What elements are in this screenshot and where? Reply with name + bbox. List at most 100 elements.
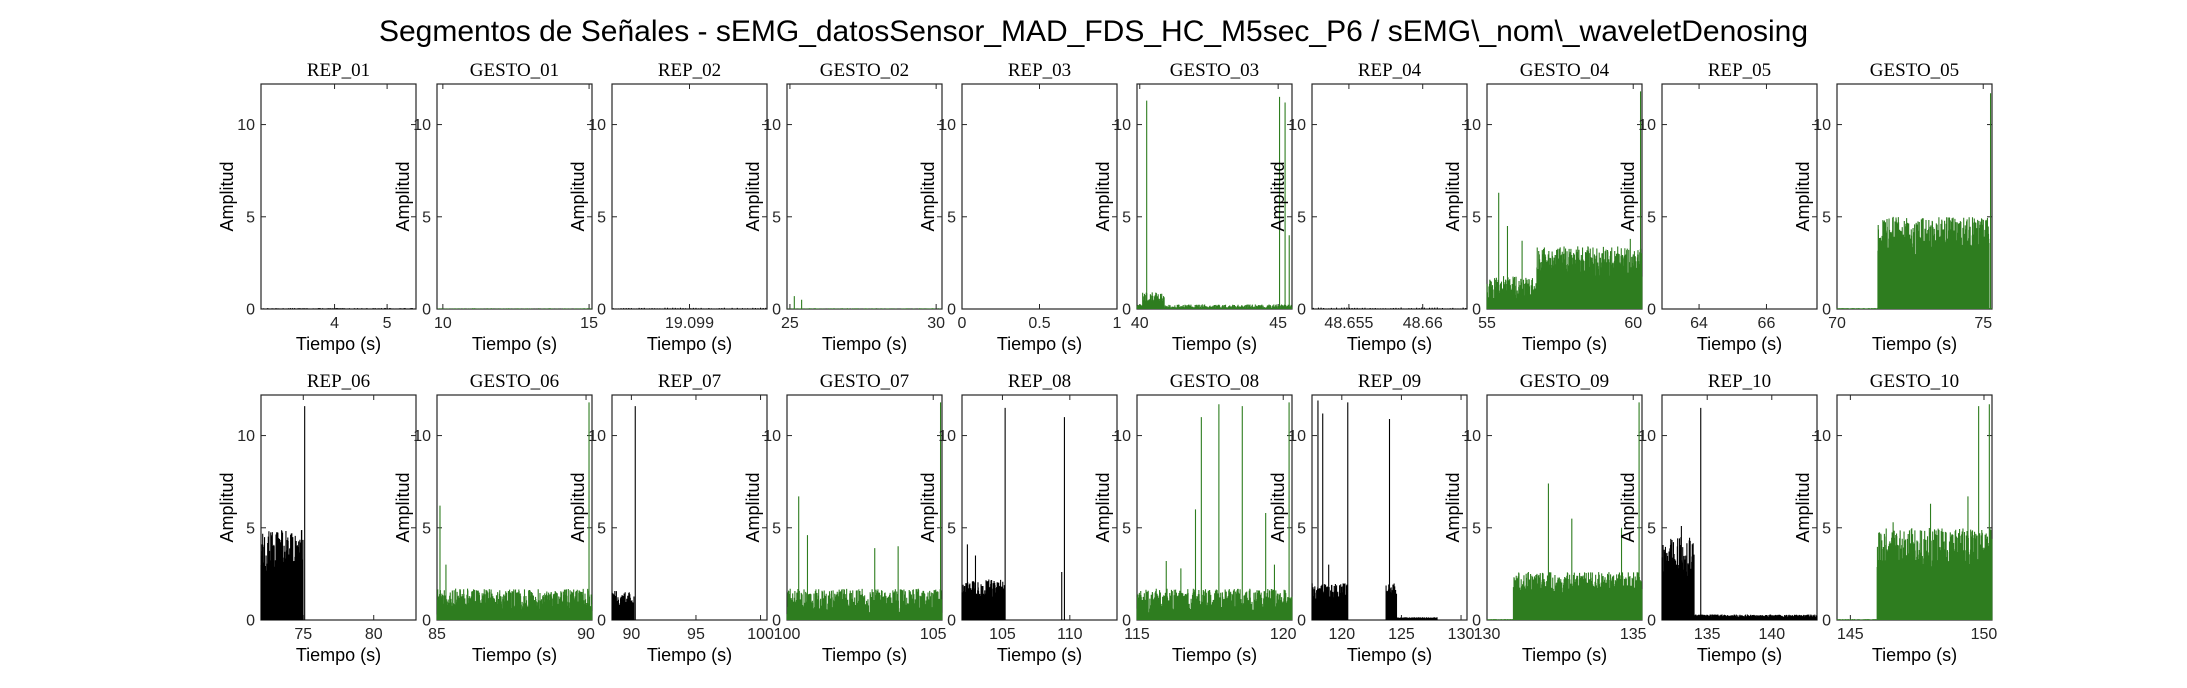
x-tick-label: 30 bbox=[927, 315, 945, 332]
x-axis-label: Tiempo (s) bbox=[296, 645, 381, 665]
x-tick-label: 75 bbox=[1974, 315, 1992, 332]
subplot-title: REP_02 bbox=[658, 60, 721, 81]
x-tick-label: 25 bbox=[781, 315, 799, 332]
x-tick-label: 10 bbox=[434, 315, 452, 332]
y-axis-label: Amplitud bbox=[918, 161, 938, 231]
x-tick-label: 120 bbox=[1270, 626, 1297, 643]
x-tick-label: 145 bbox=[1837, 626, 1864, 643]
x-tick-label: 125 bbox=[1388, 626, 1415, 643]
y-axis-label: Amplitud bbox=[1268, 472, 1288, 542]
subplot-gesto-09: GESTO_09 0 5 10 130 135 Tiempo (s) Amplitud bbox=[1443, 371, 1647, 665]
y-tick-label: 0 bbox=[246, 613, 255, 630]
signal-trace bbox=[436, 308, 593, 309]
y-tick-label: 5 bbox=[1822, 209, 1831, 226]
y-tick-label: 10 bbox=[1813, 428, 1831, 445]
subplot-title: REP_05 bbox=[1708, 60, 1771, 81]
y-tick-label: 10 bbox=[1463, 117, 1481, 134]
axes-box bbox=[961, 83, 1118, 310]
y-tick-label: 5 bbox=[1647, 209, 1656, 226]
axes-box bbox=[611, 394, 768, 621]
subplot-rep-10: REP_10 0 5 10 135 140 Tiempo (s) Amplitud bbox=[1618, 371, 1818, 665]
y-tick-label: 10 bbox=[938, 428, 956, 445]
y-tick-label: 0 bbox=[1472, 613, 1481, 630]
subplot-title: GESTO_06 bbox=[470, 371, 559, 392]
subplot-title: REP_10 bbox=[1708, 371, 1771, 392]
y-tick-label: 5 bbox=[422, 209, 431, 226]
x-axis-label: Tiempo (s) bbox=[1522, 334, 1607, 354]
y-tick-label: 0 bbox=[947, 302, 956, 319]
y-axis-label: Amplitud bbox=[1268, 161, 1288, 231]
y-tick-label: 10 bbox=[588, 117, 606, 134]
subplot-title: REP_06 bbox=[307, 371, 370, 392]
axes-box bbox=[436, 394, 593, 621]
subplot-gesto-10: GESTO_10 0 5 10 145 150 Tiempo (s) Amplitud bbox=[1793, 371, 1997, 665]
subplot-gesto-07: GESTO_07 0 5 10 100 105 Tiempo (s) Amplitud bbox=[743, 371, 947, 665]
x-tick-label: 135 bbox=[1620, 626, 1647, 643]
x-tick-label: 0 bbox=[958, 315, 967, 332]
y-axis-label: Amplitud bbox=[393, 161, 413, 231]
y-tick-label: 5 bbox=[597, 520, 606, 537]
y-tick-label: 5 bbox=[1822, 520, 1831, 537]
y-axis-label: Amplitud bbox=[1618, 161, 1638, 231]
subplot-gesto-01: GESTO_01 0 5 10 10 15 Tiempo (s) Amplitud bbox=[393, 60, 598, 354]
subplot-title: REP_01 bbox=[307, 60, 370, 81]
y-tick-label: 10 bbox=[413, 117, 431, 134]
x-axis-label: Tiempo (s) bbox=[472, 645, 557, 665]
figure-title: Segmentos de Señales - sEMG_datosSensor_… bbox=[379, 15, 1808, 48]
x-tick-label: 100 bbox=[774, 626, 801, 643]
x-tick-label: 75 bbox=[294, 626, 312, 643]
x-axis-label: Tiempo (s) bbox=[472, 334, 557, 354]
x-axis-label: Tiempo (s) bbox=[1172, 334, 1257, 354]
subplot-title: GESTO_02 bbox=[820, 60, 909, 81]
y-axis-label: Amplitud bbox=[393, 472, 413, 542]
axes-box bbox=[1311, 83, 1468, 310]
y-tick-label: 0 bbox=[597, 613, 606, 630]
subplot-title: REP_04 bbox=[1358, 60, 1422, 81]
y-tick-label: 5 bbox=[1472, 520, 1481, 537]
signal-trace bbox=[786, 296, 943, 309]
x-tick-label: 45 bbox=[1269, 315, 1287, 332]
subplot-rep-05: REP_05 0 5 10 64 66 Tiempo (s) Amplitud bbox=[1618, 60, 1818, 354]
x-tick-label: 55 bbox=[1478, 315, 1496, 332]
subplot-title: GESTO_04 bbox=[1520, 60, 1610, 81]
y-axis-label: Amplitud bbox=[568, 161, 588, 231]
signal-trace bbox=[260, 308, 417, 309]
subplot-rep-04: REP_04 0 5 10 48.655 48.66 Tiempo (s) Amplitud bbox=[1268, 60, 1468, 354]
x-tick-label: 70 bbox=[1828, 315, 1846, 332]
x-axis-label: Tiempo (s) bbox=[997, 334, 1082, 354]
axes-box bbox=[611, 83, 768, 310]
y-tick-label: 10 bbox=[237, 428, 255, 445]
axes-box bbox=[786, 394, 943, 621]
y-axis-label: Amplitud bbox=[1093, 472, 1113, 542]
x-tick-label: 110 bbox=[1057, 626, 1083, 643]
x-tick-label: 64 bbox=[1690, 315, 1708, 332]
y-tick-label: 0 bbox=[422, 302, 431, 319]
y-tick-label: 10 bbox=[763, 117, 781, 134]
signal-trace bbox=[1836, 404, 1993, 620]
y-tick-label: 5 bbox=[1647, 520, 1656, 537]
x-axis-label: Tiempo (s) bbox=[1872, 334, 1957, 354]
subplot-title: GESTO_01 bbox=[470, 60, 559, 81]
y-axis-label: Amplitud bbox=[1093, 161, 1113, 231]
x-tick-label: 80 bbox=[365, 626, 383, 643]
subplot-title: GESTO_10 bbox=[1870, 371, 1959, 392]
x-axis-label: Tiempo (s) bbox=[1697, 334, 1782, 354]
y-tick-label: 10 bbox=[1288, 428, 1306, 445]
y-tick-label: 10 bbox=[763, 428, 781, 445]
x-tick-label: 48.655 bbox=[1324, 315, 1373, 332]
x-axis-label: Tiempo (s) bbox=[647, 334, 732, 354]
signal-trace bbox=[260, 406, 306, 620]
y-tick-label: 5 bbox=[772, 520, 781, 537]
signal-trace bbox=[612, 307, 767, 309]
x-tick-label: 15 bbox=[580, 315, 598, 332]
x-tick-label: 150 bbox=[1971, 626, 1998, 643]
y-tick-label: 0 bbox=[1822, 302, 1831, 319]
y-tick-label: 0 bbox=[422, 613, 431, 630]
x-axis-label: Tiempo (s) bbox=[822, 645, 907, 665]
x-axis-label: Tiempo (s) bbox=[1347, 334, 1432, 354]
x-tick-label: 60 bbox=[1624, 315, 1642, 332]
x-axis-label: Tiempo (s) bbox=[1872, 645, 1957, 665]
y-tick-label: 0 bbox=[1297, 613, 1306, 630]
subplot-title: REP_03 bbox=[1008, 60, 1071, 81]
